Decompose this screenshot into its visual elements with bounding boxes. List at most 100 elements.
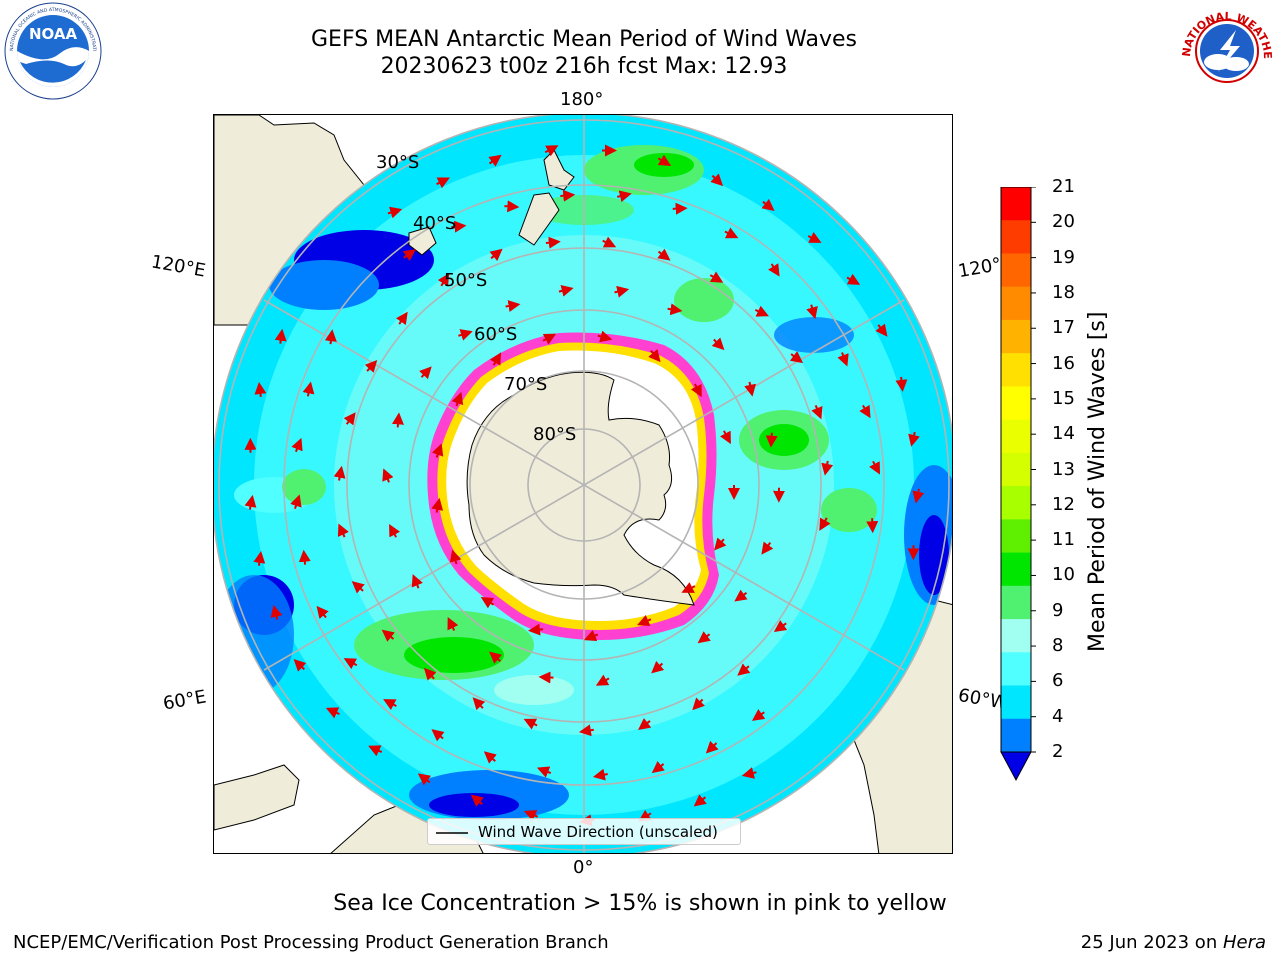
wind-wave-arrow — [419, 366, 432, 380]
wind-wave-arrow — [395, 311, 408, 326]
wind-wave-arrow — [734, 589, 748, 602]
colorbar-tick-label: 2 — [1052, 741, 1064, 762]
colorbar-tick-label: 16 — [1052, 352, 1075, 374]
colorbar-tick-label: 13 — [1052, 458, 1075, 480]
wind-wave-arrow — [602, 236, 617, 248]
colorbar-segment — [1001, 187, 1031, 221]
wind-wave-arrow — [672, 202, 688, 215]
colorbar-segment — [1001, 552, 1031, 587]
wind-wave-arrow — [449, 549, 462, 565]
wind-wave-arrow — [592, 768, 608, 781]
wind-wave-arrow — [657, 154, 672, 166]
wind-wave-arrow — [806, 304, 818, 320]
wind-wave-arrow — [383, 699, 397, 711]
colorbar-tick-label: 20 — [1052, 211, 1075, 233]
wind-wave-arrow — [364, 359, 378, 373]
wind-wave-arrow — [578, 724, 594, 737]
colorbar-tick-label: 12 — [1052, 493, 1075, 515]
wind-wave-arrow — [402, 249, 417, 262]
polar-map — [214, 115, 952, 853]
wind-wave-arrow — [504, 200, 520, 213]
wind-wave-arrow — [325, 707, 340, 719]
wind-wave-arrow — [472, 697, 486, 711]
wind-wave-arrow — [458, 329, 473, 341]
colorbar-segment — [1001, 319, 1031, 354]
wind-wave-arrow — [761, 198, 775, 212]
wind-wave-arrow — [560, 189, 576, 202]
noaa-logo: NOAA NATIONAL OCEANIC AND ATMOSPHERIC AD… — [2, 0, 102, 100]
wind-wave-arrow — [489, 352, 502, 366]
wind-wave-arrow — [431, 497, 444, 513]
colorbar-tick-label: 17 — [1052, 317, 1075, 339]
wind-wave-arrow — [744, 381, 756, 397]
wind-wave-arrow — [869, 460, 880, 475]
wind-wave-arrow — [693, 794, 707, 807]
lat-label-40s: 40°S — [413, 213, 457, 234]
colorbar-segment — [1001, 652, 1031, 687]
tasmania-land — [408, 226, 437, 256]
footer-host: Hera — [1222, 932, 1266, 953]
wind-wave-arrow — [381, 629, 395, 642]
wind-wave-arrow — [807, 232, 822, 243]
wind-wave-arrow — [709, 271, 724, 283]
wind-wave-arrow — [489, 248, 503, 262]
wind-wave-arrow — [875, 323, 888, 337]
colorbar-segment — [1001, 619, 1031, 653]
colorbar-segment — [1001, 220, 1031, 254]
wind-wave-arrow — [244, 494, 257, 510]
wind-wave-arrow — [382, 468, 394, 483]
wind-wave-arrow — [811, 405, 823, 420]
wind-wave-arrow — [298, 549, 311, 565]
wind-wave-arrow — [343, 658, 358, 670]
wind-wave-arrow — [846, 273, 861, 285]
colorbar-scale — [1000, 186, 1036, 782]
wind-wave-arrow — [651, 760, 665, 774]
wind-wave-arrow — [705, 740, 719, 754]
colorbar — [1000, 186, 1040, 787]
wind-wave-arrow — [423, 667, 437, 681]
colorbar-segment — [1001, 718, 1031, 753]
wind-wave-arrow — [690, 383, 702, 398]
colorbar-segment — [1001, 386, 1031, 421]
wind-wave-arrow — [411, 574, 423, 589]
map-subtitle-run: 20230623 t00z 216h fcst Max: 12.93 — [380, 54, 788, 79]
wind-wave-arrow — [274, 328, 287, 344]
wind-wave-arrow — [470, 794, 484, 807]
wind-wave-arrow — [489, 651, 503, 664]
wind-wave-arrow — [597, 330, 613, 343]
wind-wave-arrow — [316, 605, 329, 619]
map-title: GEFS MEAN Antarctic Mean Period of Wind … — [311, 27, 857, 52]
lat-label-30s: 30°S — [376, 152, 420, 173]
wind-wave-arrow — [447, 616, 459, 631]
wind-wave-arrow — [480, 597, 495, 609]
lon-label-120e: 120°E — [149, 251, 208, 282]
legend-line-icon — [436, 832, 468, 834]
wind-wave-arrow — [737, 663, 751, 676]
wind-wave-arrow — [523, 718, 538, 730]
wind-wave-arrow — [837, 352, 849, 367]
wind-wave-arrow — [351, 581, 365, 594]
wind-wave-arrow — [451, 220, 467, 233]
wind-wave-arrow — [368, 745, 383, 757]
wind-wave-arrow — [751, 709, 766, 721]
colorbar-tick-label: 4 — [1052, 705, 1064, 727]
wind-wave-arrow — [431, 729, 445, 742]
wind-wave-arrow — [436, 177, 450, 189]
wind-wave-arrow — [819, 517, 831, 531]
wind-wave-arrow — [908, 431, 920, 447]
wind-wave-arrow — [697, 631, 711, 644]
wind-wave-arrow — [270, 604, 283, 620]
colorbar-tick-label: 6 — [1052, 670, 1064, 692]
wind-wave-arrow — [324, 329, 337, 345]
wind-wave-arrow — [544, 145, 559, 157]
footer-credit: NCEP/EMC/Verification Post Processing Pr… — [13, 932, 609, 953]
wind-wave-arrow — [714, 537, 727, 551]
wind-wave-arrow — [583, 629, 599, 642]
wind-wave-arrow — [711, 337, 725, 351]
wind-wave-arrow — [417, 773, 432, 786]
sea-ice-note: Sea Ice Concentration > 15% is shown in … — [333, 891, 947, 916]
colorbar-extend-triangle — [1000, 751, 1032, 782]
footer-date: 25 Jun 2023 on Hera — [1081, 932, 1266, 953]
footer-date-text: 25 Jun 2023 on — [1080, 932, 1223, 953]
lat-label-70s: 70°S — [504, 374, 548, 395]
